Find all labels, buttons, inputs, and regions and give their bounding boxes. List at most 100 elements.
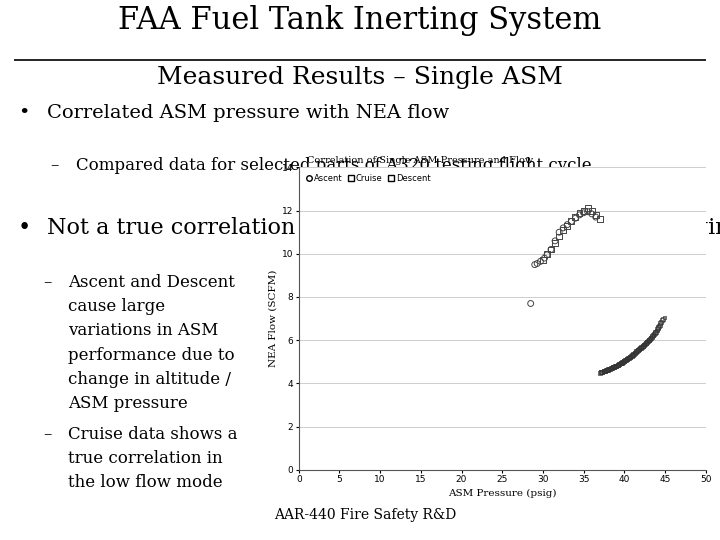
Cruise: [600, 366, 612, 375]
Descent: [554, 232, 565, 241]
Cruise: [634, 345, 645, 353]
Cruise: [601, 366, 613, 374]
Cruise: [629, 349, 640, 358]
Cruise: [611, 361, 622, 370]
Cruise: [606, 364, 617, 373]
Cruise: [642, 336, 654, 345]
Cruise: [634, 344, 646, 353]
Cruise: [618, 356, 630, 365]
Cruise: [636, 343, 647, 352]
Ascent: [574, 211, 585, 219]
Descent: [570, 213, 581, 221]
Cruise: [641, 339, 652, 347]
Cruise: [595, 368, 607, 376]
Cruise: [652, 324, 664, 333]
Cruise: [605, 364, 616, 373]
Cruise: [628, 350, 639, 359]
Descent: [541, 249, 553, 258]
Descent: [562, 221, 573, 230]
Cruise: [652, 325, 663, 334]
Cruise: [659, 313, 670, 322]
Cruise: [613, 361, 624, 369]
X-axis label: ASM Pressure (psig): ASM Pressure (psig): [448, 489, 557, 498]
Cruise: [621, 355, 632, 364]
Cruise: [595, 368, 606, 377]
Text: FAA Fuel Tank Inerting System: FAA Fuel Tank Inerting System: [118, 5, 602, 36]
Cruise: [650, 327, 662, 336]
Cruise: [604, 364, 616, 373]
Cruise: [644, 335, 656, 343]
Text: Correlated ASM pressure with NEA flow: Correlated ASM pressure with NEA flow: [47, 104, 449, 122]
Cruise: [630, 348, 642, 356]
Cruise: [657, 315, 668, 324]
Cruise: [608, 363, 619, 372]
Cruise: [642, 337, 653, 346]
Text: •: •: [18, 104, 30, 122]
Text: Compared data for selected parts of A320 testing flight cycle: Compared data for selected parts of A320…: [76, 157, 591, 173]
Descent: [578, 206, 590, 215]
Cruise: [603, 365, 614, 374]
Cruise: [597, 367, 608, 376]
Cruise: [654, 320, 665, 329]
Cruise: [653, 322, 665, 330]
Descent: [549, 239, 561, 247]
Legend: Ascent, Cruise, Descent: Ascent, Cruise, Descent: [303, 172, 433, 186]
Cruise: [625, 352, 636, 361]
Descent: [574, 208, 585, 217]
Cruise: [627, 350, 639, 359]
Descent: [586, 206, 598, 215]
Text: –: –: [43, 274, 52, 291]
Cruise: [635, 343, 647, 352]
Cruise: [622, 354, 634, 363]
Cruise: [596, 367, 608, 376]
Text: Cruise data shows a
true correlation in
the low flow mode: Cruise data shows a true correlation in …: [68, 426, 238, 491]
Cruise: [641, 338, 652, 346]
Point: [525, 299, 536, 308]
Cruise: [608, 362, 620, 371]
Cruise: [621, 355, 632, 363]
Ascent: [578, 208, 590, 217]
Ascent: [545, 245, 557, 254]
Cruise: [600, 366, 611, 375]
Ascent: [535, 257, 546, 266]
Cruise: [631, 347, 643, 355]
Ascent: [586, 210, 598, 218]
Cruise: [646, 333, 657, 341]
Cruise: [644, 334, 656, 342]
Cruise: [629, 348, 641, 357]
Cruise: [611, 361, 623, 370]
Cruise: [616, 359, 628, 367]
Ascent: [557, 224, 569, 232]
Cruise: [655, 318, 667, 326]
Cruise: [626, 351, 638, 360]
Cruise: [647, 332, 658, 341]
Descent: [545, 245, 557, 254]
Descent: [566, 217, 577, 226]
Cruise: [596, 368, 608, 376]
Cruise: [654, 319, 666, 328]
Cruise: [605, 364, 616, 373]
Cruise: [598, 367, 609, 376]
Ascent: [590, 213, 601, 221]
Descent: [582, 204, 593, 213]
Cruise: [629, 349, 640, 357]
Text: Correlation of Single ASM Pressure and Flow: Correlation of Single ASM Pressure and F…: [307, 156, 534, 165]
Cruise: [640, 339, 652, 348]
Cruise: [633, 346, 644, 354]
Descent: [537, 256, 549, 265]
Cruise: [633, 345, 644, 354]
Ascent: [529, 260, 541, 269]
Cruise: [632, 346, 644, 355]
Cruise: [616, 359, 627, 367]
Cruise: [606, 363, 618, 372]
Ascent: [566, 217, 577, 226]
Cruise: [639, 340, 650, 349]
Text: AAR-440 Fire Safety R&D: AAR-440 Fire Safety R&D: [274, 508, 456, 522]
Cruise: [617, 357, 629, 366]
Cruise: [608, 362, 620, 371]
Cruise: [651, 326, 662, 335]
Cruise: [619, 356, 631, 365]
Ascent: [554, 228, 565, 237]
Cruise: [614, 359, 626, 368]
Cruise: [657, 314, 669, 323]
